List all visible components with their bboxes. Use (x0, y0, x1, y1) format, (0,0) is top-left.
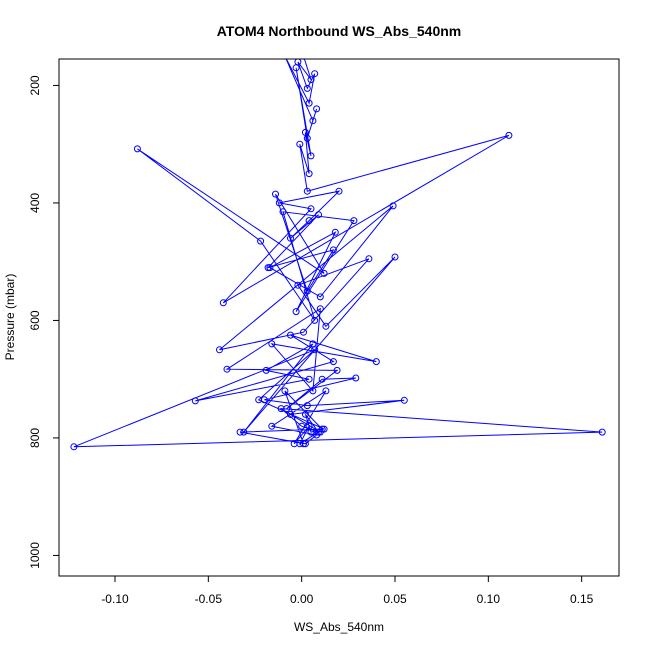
data-point (70, 443, 78, 451)
data-point (279, 208, 287, 216)
x-tick-label: -0.05 (195, 592, 223, 606)
data-point (311, 70, 319, 78)
data-point (372, 358, 380, 366)
data-point (307, 152, 315, 160)
data-point (333, 366, 341, 374)
data-point (275, 199, 283, 207)
data-point (309, 117, 317, 125)
data-point (329, 358, 337, 366)
data-point (236, 428, 244, 436)
data-point (505, 131, 513, 139)
data-point (322, 387, 330, 395)
x-tick-label: 0.10 (477, 592, 501, 606)
data-point (315, 211, 322, 219)
data-point (301, 410, 309, 418)
data-point (309, 387, 317, 395)
data-point (281, 387, 289, 395)
data-point (282, 59, 287, 60)
data-point (318, 375, 326, 383)
data-point (303, 287, 311, 295)
data-point (301, 128, 309, 136)
data-point (316, 293, 324, 301)
data-point (268, 340, 276, 348)
y-tick-label: 200 (28, 75, 42, 95)
data-point (223, 365, 231, 373)
series-line (73, 59, 603, 448)
y-tick-label: 1000 (28, 542, 42, 569)
data-point (391, 253, 399, 261)
data-point (320, 269, 328, 277)
data-point (307, 205, 315, 213)
y-axis: 200 400 600 800 1000 (28, 75, 59, 569)
data-point (316, 305, 324, 313)
data-point (294, 281, 302, 289)
data-point (305, 375, 313, 383)
data-point (320, 425, 328, 433)
data-point (257, 237, 265, 245)
x-tick-label: 0.00 (290, 592, 314, 606)
data-point (311, 316, 319, 324)
data-point (298, 422, 306, 430)
data-point (307, 428, 315, 436)
data-point (133, 145, 141, 153)
data-point (598, 428, 606, 436)
data-point (292, 64, 300, 72)
x-tick-label: 0.15 (570, 592, 594, 606)
y-tick-label: 800 (28, 428, 42, 448)
data-point (303, 187, 311, 195)
x-axis: -0.10 -0.05 0.00 0.05 0.10 0.15 (101, 576, 594, 606)
data-point (335, 187, 343, 195)
data-point (305, 99, 313, 107)
data-point (305, 217, 313, 225)
data-point (313, 105, 321, 113)
data-layer (70, 59, 606, 451)
data-point (262, 366, 270, 374)
data-point (318, 425, 326, 433)
data-point (287, 331, 294, 339)
data-point (350, 217, 358, 225)
plot-frame (58, 58, 620, 577)
y-tick-label: 400 (28, 193, 42, 213)
data-point (305, 170, 313, 178)
data-point (287, 410, 294, 418)
data-point (300, 440, 307, 448)
data-point (352, 374, 360, 382)
data-point (272, 190, 279, 198)
data-point (300, 328, 307, 336)
x-tick-label: 0.05 (383, 592, 407, 606)
data-point (365, 255, 373, 263)
data-point (322, 322, 330, 330)
y-tick-label: 600 (28, 310, 42, 330)
data-point (292, 308, 300, 316)
data-point (287, 234, 294, 242)
data-point (191, 397, 199, 405)
data-point (311, 346, 319, 354)
data-point (400, 396, 408, 404)
data-point (255, 396, 263, 404)
data-point (301, 59, 306, 60)
data-point (331, 228, 339, 236)
data-point (307, 76, 315, 84)
data-point (296, 440, 304, 448)
data-point (303, 84, 311, 92)
chart-title: ATOM4 Northbound WS_Abs_540nm (217, 23, 462, 39)
x-tick-label: -0.10 (101, 592, 129, 606)
data-point (216, 346, 223, 354)
data-point (240, 428, 248, 436)
data-point (303, 402, 311, 410)
y-axis-label: Pressure (mbar) (3, 274, 17, 361)
x-axis-label: WS_Abs_540nm (294, 620, 384, 634)
data-point (266, 264, 274, 272)
data-point (329, 246, 337, 254)
data-point (277, 405, 285, 413)
data-point (296, 140, 304, 148)
data-point (389, 202, 397, 210)
data-point (219, 299, 227, 307)
data-point (268, 422, 276, 430)
